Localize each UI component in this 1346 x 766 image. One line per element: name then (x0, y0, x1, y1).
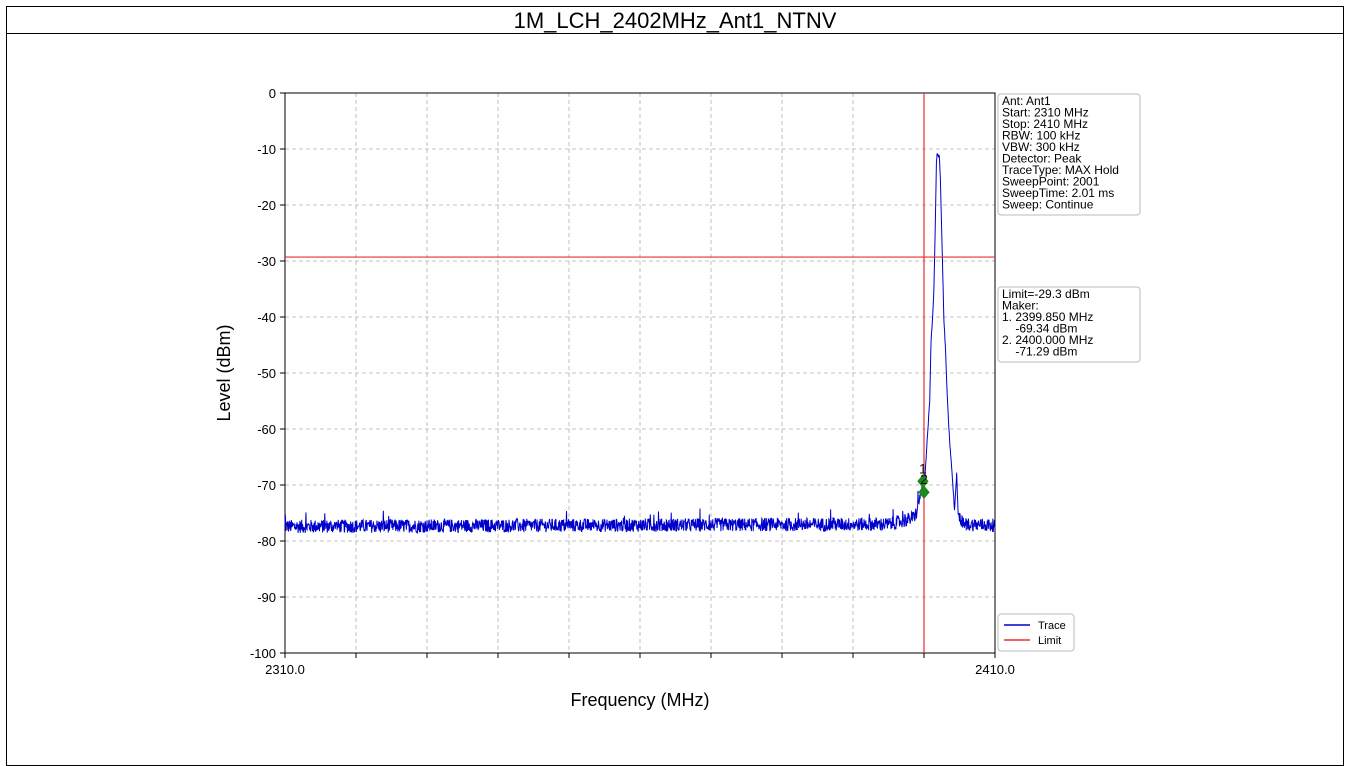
page-title: 1M_LCH_2402MHz_Ant1_NTNV (7, 7, 1343, 34)
info-line: Start: 2310 MHz (1002, 106, 1089, 120)
x-axis-label: Frequency (MHz) (570, 690, 709, 710)
series-layer (284, 93, 996, 653)
info-box (997, 93, 1141, 216)
y-tick-label: -20 (257, 198, 276, 213)
trace-line (284, 153, 996, 535)
x-tick-label: 2410.0 (975, 662, 1015, 677)
info-line: SweepTime: 2.01 ms (1002, 186, 1114, 200)
y-tick-label: -10 (257, 142, 276, 157)
y-axis-label: Level (dBm) (214, 324, 234, 421)
marker-info-box (997, 286, 1141, 363)
marker-1-label: 1 (919, 460, 927, 476)
info-line: Ant: Ant1 (1002, 94, 1051, 108)
legend-label-trace: Trace (1038, 620, 1066, 632)
y-tick-label: -70 (257, 478, 276, 493)
x-tick-label: 2310.0 (265, 662, 305, 677)
legend-box (997, 613, 1075, 652)
marker-info-line: -71.29 dBm (1002, 345, 1077, 359)
info-line: TraceType: MAX Hold (1002, 163, 1119, 177)
y-tick-label: -60 (257, 422, 276, 437)
info-line: Detector: Peak (1002, 152, 1082, 166)
marker-2-label: 2 (920, 471, 928, 487)
info-line: Stop: 2410 MHz (1002, 117, 1088, 131)
marker-info-line: 2. 2400.000 MHz (1002, 333, 1093, 347)
marker-info-line: Limit=-29.3 dBm (1002, 287, 1090, 301)
marker-info-line: -69.34 dBm (1002, 322, 1077, 336)
y-tick-label: -90 (257, 590, 276, 605)
grid-layer (284, 92, 996, 654)
marker-2-point (918, 485, 930, 500)
y-tick-label: -100 (250, 646, 276, 661)
legend-label-limit: Limit (1038, 635, 1061, 647)
info-line: RBW: 100 kHz (1002, 129, 1080, 143)
info-line: Sweep: Continue (1002, 198, 1094, 212)
y-tick-label: -80 (257, 534, 276, 549)
y-tick-label: -40 (257, 310, 276, 325)
y-tick-label: -50 (257, 366, 276, 381)
info-line: SweepPoint: 2001 (1002, 175, 1100, 189)
y-tick-label: -30 (257, 254, 276, 269)
y-tick-label: 0 (269, 86, 276, 101)
info-line: VBW: 300 kHz (1002, 140, 1080, 154)
marker-info-line: Maker: (1002, 299, 1039, 313)
marker-info-line: 1. 2399.850 MHz (1002, 310, 1093, 324)
axes-frame (284, 92, 996, 654)
